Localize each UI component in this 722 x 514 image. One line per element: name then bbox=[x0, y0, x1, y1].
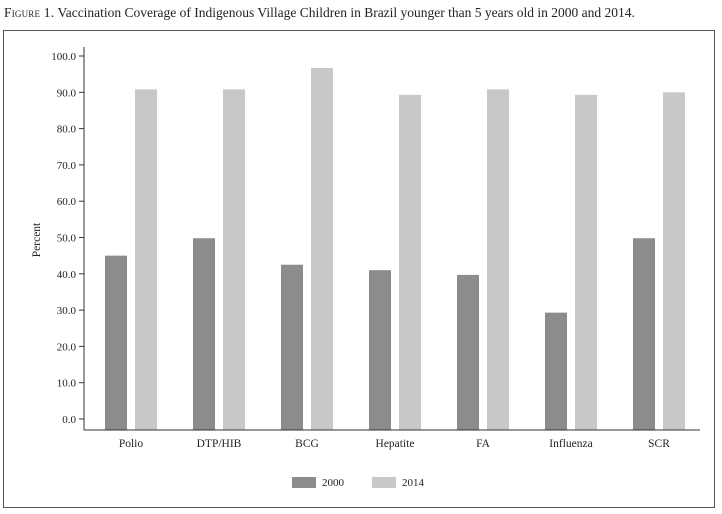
y-tick-label: 0.0 bbox=[62, 414, 76, 426]
legend-swatch-2014 bbox=[372, 477, 396, 488]
y-tick-label: 60.0 bbox=[57, 196, 77, 208]
bar-2014-bcg bbox=[311, 67, 333, 430]
x-axis-labels: Polio DTP/HIB BCG Hepatite FA Influenza SCR bbox=[119, 438, 670, 450]
x-category-label: Influenza bbox=[549, 438, 592, 450]
bar-2000-scr bbox=[633, 238, 655, 430]
y-tick-label: 50.0 bbox=[57, 233, 77, 245]
chart-frame bbox=[3, 30, 715, 508]
legend-swatch-2000 bbox=[292, 477, 316, 488]
bar-2014-scr bbox=[663, 92, 685, 431]
x-category-label: SCR bbox=[648, 438, 670, 450]
legend-label-2000: 2000 bbox=[322, 477, 345, 489]
bars-layer bbox=[105, 67, 685, 431]
y-axis-ticks: 0.0 10.0 20.0 30.0 40.0 50.0 60.0 70.0 80.0 90.0 1… bbox=[51, 51, 84, 426]
bar-2014-dtp-hib bbox=[223, 89, 245, 431]
bar-2000-hepatite bbox=[369, 270, 391, 430]
caption-text: Vaccination Coverage of Indigenous Villa… bbox=[57, 5, 635, 20]
y-tick-label: 30.0 bbox=[57, 305, 77, 317]
bar-2000-polio bbox=[105, 255, 127, 430]
bar-2014-polio bbox=[135, 89, 157, 431]
y-tick-label: 100.0 bbox=[51, 51, 76, 63]
legend: 2000 2014 bbox=[292, 477, 425, 489]
bar-2000-dtp-hib bbox=[193, 238, 215, 430]
y-tick-label: 90.0 bbox=[57, 87, 77, 99]
y-tick-label: 40.0 bbox=[57, 269, 77, 281]
bar-2014-hepatite bbox=[399, 94, 421, 430]
x-category-label: BCG bbox=[295, 438, 319, 450]
y-tick-label: 10.0 bbox=[57, 378, 77, 390]
legend-label-2014: 2014 bbox=[402, 477, 425, 489]
bar-2000-influenza bbox=[545, 312, 567, 430]
caption-prefix: Figure 1. bbox=[4, 5, 55, 20]
bar-2014-fa bbox=[487, 89, 509, 431]
x-category-label: FA bbox=[476, 438, 491, 450]
y-tick-label: 80.0 bbox=[57, 124, 77, 136]
bar-2014-influenza bbox=[575, 94, 597, 430]
y-tick-label: 20.0 bbox=[57, 341, 77, 353]
bar-2000-fa bbox=[457, 274, 479, 430]
chart-caption: Figure 1. Vaccination Coverage of Indige… bbox=[4, 4, 718, 22]
x-category-label: Polio bbox=[119, 438, 144, 450]
x-category-label: Hepatite bbox=[376, 438, 415, 450]
x-category-label: DTP/HIB bbox=[197, 438, 242, 450]
bar-2000-bcg bbox=[281, 264, 303, 430]
y-axis-title: Percent bbox=[31, 222, 43, 257]
y-tick-label: 70.0 bbox=[57, 160, 77, 172]
